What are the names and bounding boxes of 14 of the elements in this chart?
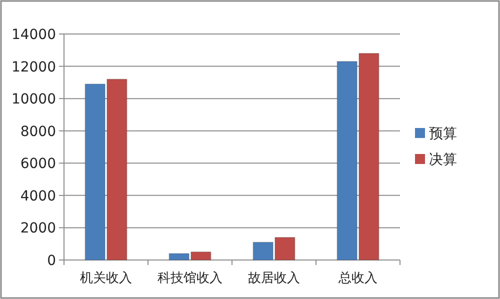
y-tick-label: 6000: [20, 156, 56, 172]
x-tick-label: 故居收入: [248, 271, 300, 286]
y-tick-label: 12000: [11, 59, 56, 76]
x-tick-label: 总收入: [338, 271, 378, 286]
x-tick-label: 科技馆收入: [158, 271, 222, 286]
y-tick-label: 14000: [11, 27, 56, 43]
legend-label: 决算: [429, 152, 457, 168]
y-tick-label: 10000: [11, 92, 56, 108]
y-tick-label: 0: [47, 253, 56, 269]
x-tick-label: 机关收入: [80, 271, 132, 286]
y-tick-label: 2000: [20, 220, 56, 237]
y-tick-label: 8000: [20, 124, 56, 140]
y-tick-label: 4000: [20, 188, 56, 204]
legend-label: 预算: [429, 126, 457, 142]
